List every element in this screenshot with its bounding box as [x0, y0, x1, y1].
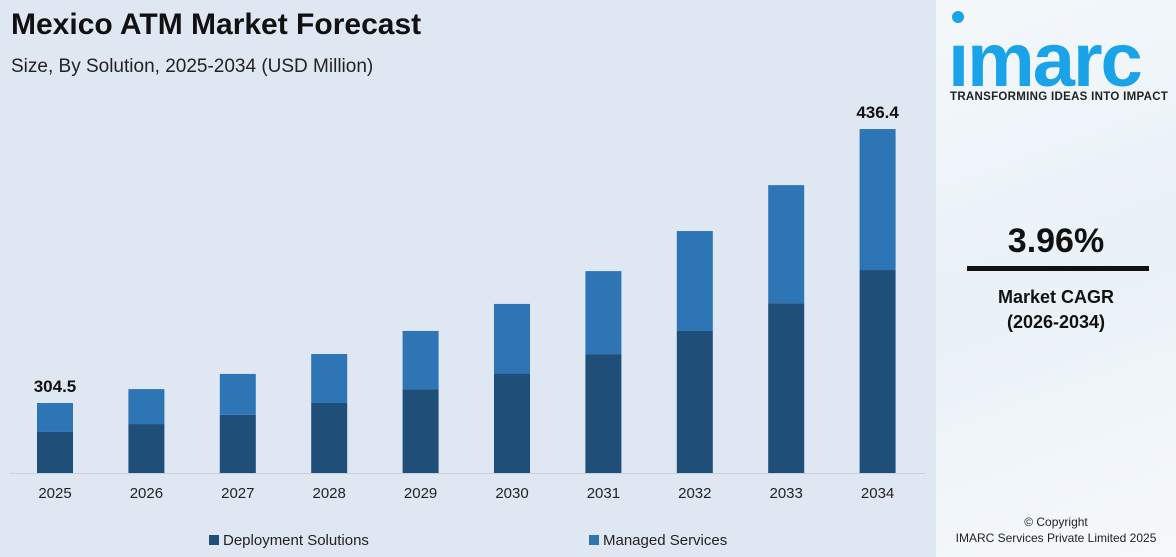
x-tick-label: 2026	[130, 485, 163, 502]
bar-deployment-2026	[128, 424, 165, 473]
chart-subtitle: Size, By Solution, 2025-2034 (USD Millio…	[11, 56, 374, 77]
x-tick-label: 2031	[587, 485, 620, 502]
legend-swatch	[209, 535, 219, 545]
chart-panel: 2025 304.5 2026 2027 2028 2029 2030 2031 2032 203…	[0, 0, 936, 557]
bar-managed-2030	[494, 303, 530, 374]
bar-deployment-2027	[219, 414, 256, 473]
bar-deployment-2030	[494, 373, 530, 473]
x-tick-label: 2030	[495, 485, 528, 502]
bar-managed-2028	[311, 353, 348, 403]
copyright-owner: IMARC Services Private Limited 2025	[955, 531, 1157, 545]
tagline: TRANSFORMING IDEAS INTO IMPACT	[950, 91, 1169, 103]
imarc-logo: ımarc	[948, 11, 1144, 93]
stacked-bar-chart: 2025 304.5 2026 2027 2028 2029 2030 2031 2032 203…	[10, 103, 925, 549]
bar-managed-2031	[585, 271, 622, 355]
x-tick-label: 2029	[404, 485, 437, 502]
cagr-label: Market CAGR (2026-2034)	[936, 285, 1176, 335]
data-label-2025: 304.5	[34, 377, 77, 396]
bar-managed-2032	[676, 231, 713, 331]
divider	[967, 266, 1149, 271]
copyright: © Copyright IMARC Services Private Limit…	[936, 514, 1176, 546]
legend-label: Deployment Solutions	[223, 532, 369, 549]
x-tick-label: 2034	[861, 485, 894, 502]
bar-deployment-2033	[768, 303, 805, 473]
svg-text:ımarc: ımarc	[948, 18, 1142, 93]
bar-deployment-2029	[402, 389, 439, 473]
legend-swatch	[589, 535, 599, 545]
chart-title: Mexico ATM Market Forecast	[11, 8, 422, 41]
info-panel: ımarc TRANSFORMING IDEAS INTO IMPACT 3.9…	[936, 0, 1176, 557]
legend-label: Managed Services	[603, 532, 727, 549]
bar-deployment-2034	[859, 270, 896, 473]
copyright-symbol: © Copyright	[1024, 515, 1088, 529]
bar-deployment-2031	[585, 354, 622, 473]
bar-managed-2027	[219, 373, 256, 415]
x-tick-label: 2033	[770, 485, 803, 502]
bar-managed-2034	[859, 129, 896, 271]
cagr-label-text: Market CAGR	[997, 287, 1115, 307]
x-tick-label: 2025	[38, 485, 71, 502]
bar-deployment-2028	[311, 402, 348, 473]
data-label-2034: 436.4	[856, 103, 899, 122]
bar-deployment-2032	[676, 330, 713, 473]
cagr-value: 3.96%	[1007, 222, 1105, 260]
bar-managed-2033	[768, 185, 805, 304]
bar-deployment-2025	[37, 431, 73, 473]
cagr-period: (2026-2034)	[1006, 312, 1106, 332]
bar-managed-2029	[402, 330, 439, 390]
bar-managed-2026	[128, 389, 165, 425]
x-tick-label: 2027	[221, 485, 254, 502]
x-tick-label: 2032	[678, 485, 711, 502]
x-tick-label: 2028	[313, 485, 346, 502]
bar-managed-2025	[37, 403, 73, 432]
